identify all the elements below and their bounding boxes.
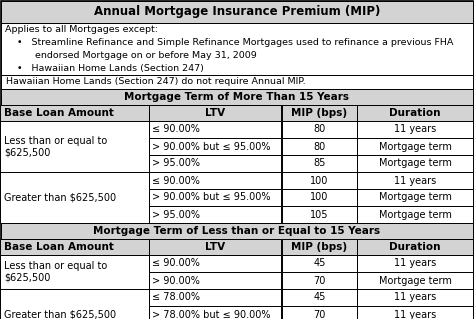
Text: > 90.00% but ≤ 95.00%: > 90.00% but ≤ 95.00% bbox=[152, 142, 271, 152]
Text: > 95.00%: > 95.00% bbox=[152, 210, 200, 219]
Bar bbox=[282, 272, 357, 289]
Bar bbox=[357, 272, 473, 289]
Text: •   Hawaiian Home Lands (Section 247): • Hawaiian Home Lands (Section 247) bbox=[5, 64, 204, 73]
Bar bbox=[282, 155, 357, 172]
Bar bbox=[282, 306, 357, 319]
Text: LTV: LTV bbox=[205, 242, 225, 252]
Bar bbox=[282, 172, 357, 189]
Text: •   Streamline Refinance and Simple Refinance Mortgages used to refinance a prev: • Streamline Refinance and Simple Refina… bbox=[5, 38, 453, 47]
Bar bbox=[1, 223, 473, 239]
Bar bbox=[149, 289, 281, 306]
Bar bbox=[357, 189, 473, 206]
Bar bbox=[149, 155, 281, 172]
Text: Duration: Duration bbox=[389, 242, 441, 252]
Text: 100: 100 bbox=[310, 192, 328, 203]
Text: ≤ 90.00%: ≤ 90.00% bbox=[152, 258, 200, 269]
Bar bbox=[1, 89, 473, 105]
Bar bbox=[357, 206, 473, 223]
Bar bbox=[149, 172, 281, 189]
Bar bbox=[0, 239, 149, 255]
Text: Annual Mortgage Insurance Premium (MIP): Annual Mortgage Insurance Premium (MIP) bbox=[94, 5, 380, 19]
Text: endorsed Mortgage on or before May 31, 2009: endorsed Mortgage on or before May 31, 2… bbox=[5, 51, 257, 60]
Text: 11 years: 11 years bbox=[394, 175, 436, 186]
Bar bbox=[282, 255, 357, 272]
Bar bbox=[1, 1, 473, 23]
Bar bbox=[357, 239, 473, 255]
Text: 100: 100 bbox=[310, 175, 328, 186]
Bar bbox=[357, 306, 473, 319]
Text: Mortgage term: Mortgage term bbox=[379, 276, 451, 286]
Bar bbox=[0, 105, 149, 121]
Bar bbox=[0, 289, 149, 319]
Text: ≤ 78.00%: ≤ 78.00% bbox=[152, 293, 200, 302]
Bar bbox=[357, 172, 473, 189]
Bar bbox=[149, 255, 281, 272]
Text: Less than or equal to
$625,500: Less than or equal to $625,500 bbox=[4, 261, 107, 283]
Bar bbox=[149, 239, 281, 255]
Text: 105: 105 bbox=[310, 210, 329, 219]
Text: Applies to all Mortgages except:: Applies to all Mortgages except: bbox=[5, 25, 158, 34]
Text: > 90.00% but ≤ 95.00%: > 90.00% but ≤ 95.00% bbox=[152, 192, 271, 203]
Text: Mortgage term: Mortgage term bbox=[379, 142, 451, 152]
Text: > 90.00%: > 90.00% bbox=[152, 276, 200, 286]
Text: 80: 80 bbox=[313, 124, 326, 135]
Bar bbox=[357, 155, 473, 172]
Text: 11 years: 11 years bbox=[394, 293, 436, 302]
Bar bbox=[357, 121, 473, 138]
Bar bbox=[0, 172, 149, 223]
Text: Mortgage term: Mortgage term bbox=[379, 210, 451, 219]
Text: LTV: LTV bbox=[205, 108, 225, 118]
Bar bbox=[0, 121, 149, 172]
Bar bbox=[149, 105, 281, 121]
Text: 45: 45 bbox=[313, 293, 326, 302]
Text: Mortgage Term of Less than or Equal to 15 Years: Mortgage Term of Less than or Equal to 1… bbox=[93, 226, 381, 236]
Text: MIP (bps): MIP (bps) bbox=[292, 242, 347, 252]
Text: 11 years: 11 years bbox=[394, 258, 436, 269]
Text: 11 years: 11 years bbox=[394, 124, 436, 135]
Text: Hawaiian Home Lands (Section 247) do not require Annual MIP.: Hawaiian Home Lands (Section 247) do not… bbox=[6, 78, 306, 86]
Bar bbox=[357, 255, 473, 272]
Bar bbox=[282, 239, 357, 255]
Text: > 78.00% but ≤ 90.00%: > 78.00% but ≤ 90.00% bbox=[152, 309, 271, 319]
Bar bbox=[149, 121, 281, 138]
Text: 11 years: 11 years bbox=[394, 309, 436, 319]
Bar bbox=[0, 255, 149, 289]
Text: Mortgage term: Mortgage term bbox=[379, 192, 451, 203]
Bar bbox=[1, 75, 473, 89]
Text: > 95.00%: > 95.00% bbox=[152, 159, 200, 168]
Bar bbox=[149, 189, 281, 206]
Text: Mortgage Term of More Than 15 Years: Mortgage Term of More Than 15 Years bbox=[125, 92, 349, 102]
Bar bbox=[282, 189, 357, 206]
Text: Duration: Duration bbox=[389, 108, 441, 118]
Text: Greater than $625,500: Greater than $625,500 bbox=[4, 192, 116, 203]
Bar bbox=[357, 138, 473, 155]
Bar bbox=[149, 138, 281, 155]
Bar bbox=[282, 289, 357, 306]
Bar bbox=[1, 23, 473, 75]
Text: Base Loan Amount: Base Loan Amount bbox=[4, 242, 114, 252]
Bar bbox=[149, 272, 281, 289]
Text: Base Loan Amount: Base Loan Amount bbox=[4, 108, 114, 118]
Text: 70: 70 bbox=[313, 276, 326, 286]
Text: Mortgage term: Mortgage term bbox=[379, 159, 451, 168]
Text: 85: 85 bbox=[313, 159, 326, 168]
Bar bbox=[282, 121, 357, 138]
Bar bbox=[282, 138, 357, 155]
Text: 70: 70 bbox=[313, 309, 326, 319]
Bar bbox=[282, 206, 357, 223]
Text: ≤ 90.00%: ≤ 90.00% bbox=[152, 175, 200, 186]
Text: 80: 80 bbox=[313, 142, 326, 152]
Bar bbox=[282, 105, 357, 121]
Text: Greater than $625,500: Greater than $625,500 bbox=[4, 309, 116, 319]
Text: MIP (bps): MIP (bps) bbox=[292, 108, 347, 118]
Text: ≤ 90.00%: ≤ 90.00% bbox=[152, 124, 200, 135]
Bar bbox=[149, 206, 281, 223]
Bar bbox=[149, 306, 281, 319]
Text: Less than or equal to
$625,500: Less than or equal to $625,500 bbox=[4, 136, 107, 157]
Bar bbox=[357, 105, 473, 121]
Text: 45: 45 bbox=[313, 258, 326, 269]
Bar bbox=[357, 289, 473, 306]
